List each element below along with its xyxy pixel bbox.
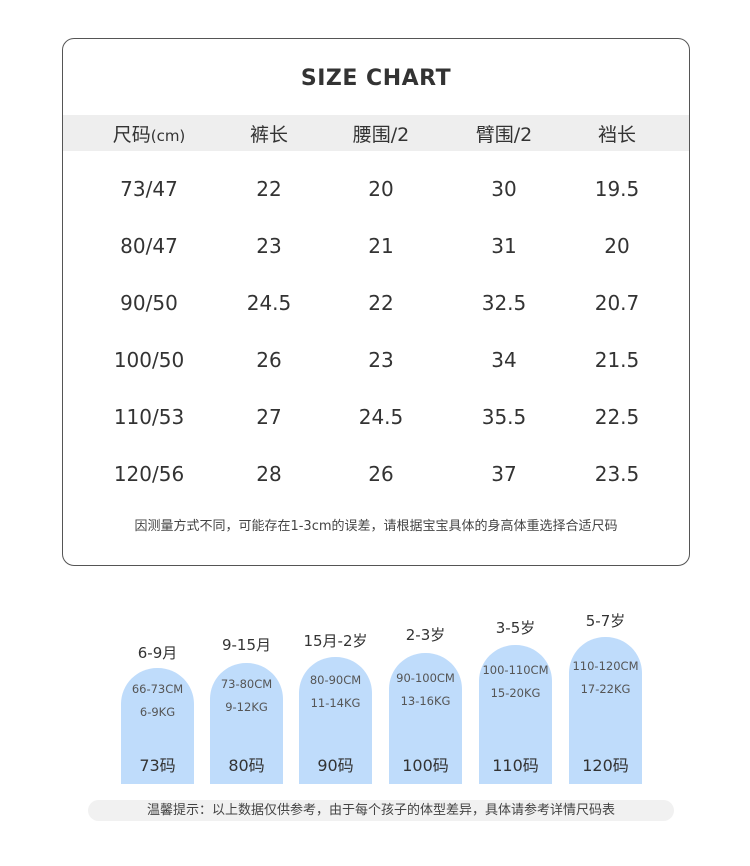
cell-size: 80/47 [120, 234, 178, 258]
cell-size: 100/50 [113, 348, 185, 372]
header-pants-length: 裤长 [249, 124, 289, 146]
age-label: 9-15月 [221, 636, 272, 654]
age-label: 6-9月 [137, 644, 178, 662]
age-card-110: 3-5岁 100-110CM 15-20KG 110码 [479, 617, 552, 784]
table-row: 80/47 23 21 31 20 [63, 228, 689, 268]
age-card-73: 6-9月 66-73CM 6-9KG 73码 [121, 642, 194, 784]
size-pill: 90-100CM 13-16KG 100码 [389, 653, 462, 784]
weight-range: 17-22KG [580, 682, 631, 696]
height-range: 66-73CM [131, 682, 184, 696]
table-row: 73/47 22 20 30 19.5 [63, 171, 689, 211]
age-label: 2-3岁 [405, 626, 446, 644]
age-card-80: 9-15月 73-80CM 9-12KG 80码 [210, 634, 283, 784]
size-code: 73码 [139, 756, 176, 775]
cell-waist: 20 [368, 177, 394, 201]
table-row: 90/50 24.5 22 32.5 20.7 [63, 285, 689, 325]
size-code: 90码 [317, 756, 354, 775]
cell-arm: 34 [491, 348, 517, 372]
chart-title: SIZE CHART [300, 66, 452, 91]
size-pill: 66-73CM 6-9KG 73码 [121, 668, 194, 784]
weight-range: 11-14KG [310, 696, 361, 710]
cell-crotch: 21.5 [594, 348, 640, 372]
size-pill: 80-90CM 11-14KG 90码 [299, 657, 372, 784]
cell-crotch: 20 [604, 234, 630, 258]
cell-crotch: 22.5 [594, 405, 640, 429]
cell-pants-length: 24.5 [246, 291, 292, 315]
age-label: 3-5岁 [495, 619, 536, 637]
size-code: 100码 [402, 756, 449, 775]
cell-crotch: 19.5 [594, 177, 640, 201]
cell-size: 73/47 [120, 177, 178, 201]
cell-pants-length: 23 [256, 234, 282, 258]
cell-waist: 23 [368, 348, 394, 372]
cell-crotch: 20.7 [594, 291, 640, 315]
header-size-unit: (cm) [150, 127, 186, 145]
table-row: 100/50 26 23 34 21.5 [63, 342, 689, 382]
header-waist: 腰围/2 [352, 124, 410, 146]
cell-pants-length: 26 [256, 348, 282, 372]
header-arm: 臂围/2 [475, 124, 533, 146]
table-row: 120/56 28 26 37 23.5 [63, 456, 689, 496]
cell-crotch: 23.5 [594, 462, 640, 486]
size-pill: 100-110CM 15-20KG 110码 [479, 645, 552, 784]
cell-arm: 37 [491, 462, 517, 486]
cell-arm: 30 [491, 177, 517, 201]
weight-range: 9-12KG [225, 700, 268, 714]
cell-waist: 21 [368, 234, 394, 258]
header-crotch: 裆长 [597, 124, 637, 146]
cell-arm: 32.5 [481, 291, 527, 315]
cell-pants-length: 27 [256, 405, 282, 429]
age-card-100: 2-3岁 90-100CM 13-16KG 100码 [389, 624, 462, 784]
size-code: 80码 [228, 756, 265, 775]
cell-pants-length: 28 [256, 462, 282, 486]
size-code: 110码 [492, 756, 539, 775]
height-range: 110-120CM [572, 659, 639, 673]
table-header-row: 尺码(cm) 裤长 腰围/2 臂围/2 裆长 [63, 115, 689, 151]
size-chart-card: SIZE CHART 尺码(cm) 裤长 腰围/2 臂围/2 裆长 73/47 … [62, 38, 690, 566]
cell-size: 90/50 [120, 291, 178, 315]
size-pill: 110-120CM 17-22KG 120码 [569, 637, 642, 784]
age-label: 15月-2岁 [303, 632, 368, 650]
cell-waist: 24.5 [358, 405, 404, 429]
measurement-note: 因测量方式不同，可能存在1-3cm的误差，请根据宝宝具体的身高体重选择合适尺码 [134, 519, 618, 534]
weight-range: 15-20KG [490, 686, 541, 700]
cell-size: 110/53 [113, 405, 185, 429]
cell-waist: 26 [368, 462, 394, 486]
weight-range: 6-9KG [139, 705, 176, 719]
cell-size: 120/56 [113, 462, 185, 486]
cell-arm: 31 [491, 234, 517, 258]
table-row: 110/53 27 24.5 35.5 22.5 [63, 399, 689, 439]
age-label: 5-7岁 [585, 612, 626, 630]
reference-tip: 温馨提示：以上数据仅供参考，由于每个孩子的体型差异，具体请参考详情尺码表 [88, 800, 674, 821]
cell-waist: 22 [368, 291, 394, 315]
height-range: 73-80CM [220, 677, 273, 691]
size-code: 120码 [582, 756, 629, 775]
height-range: 80-90CM [309, 673, 362, 687]
header-size: 尺码(cm) [112, 124, 186, 146]
age-card-90: 15月-2岁 80-90CM 11-14KG 90码 [299, 630, 372, 784]
height-range: 100-110CM [482, 663, 549, 677]
size-pill: 73-80CM 9-12KG 80码 [210, 663, 283, 784]
weight-range: 13-16KG [400, 694, 451, 708]
age-card-120: 5-7岁 110-120CM 17-22KG 120码 [569, 610, 642, 784]
cell-pants-length: 22 [256, 177, 282, 201]
height-range: 90-100CM [396, 671, 455, 685]
cell-arm: 35.5 [481, 405, 527, 429]
